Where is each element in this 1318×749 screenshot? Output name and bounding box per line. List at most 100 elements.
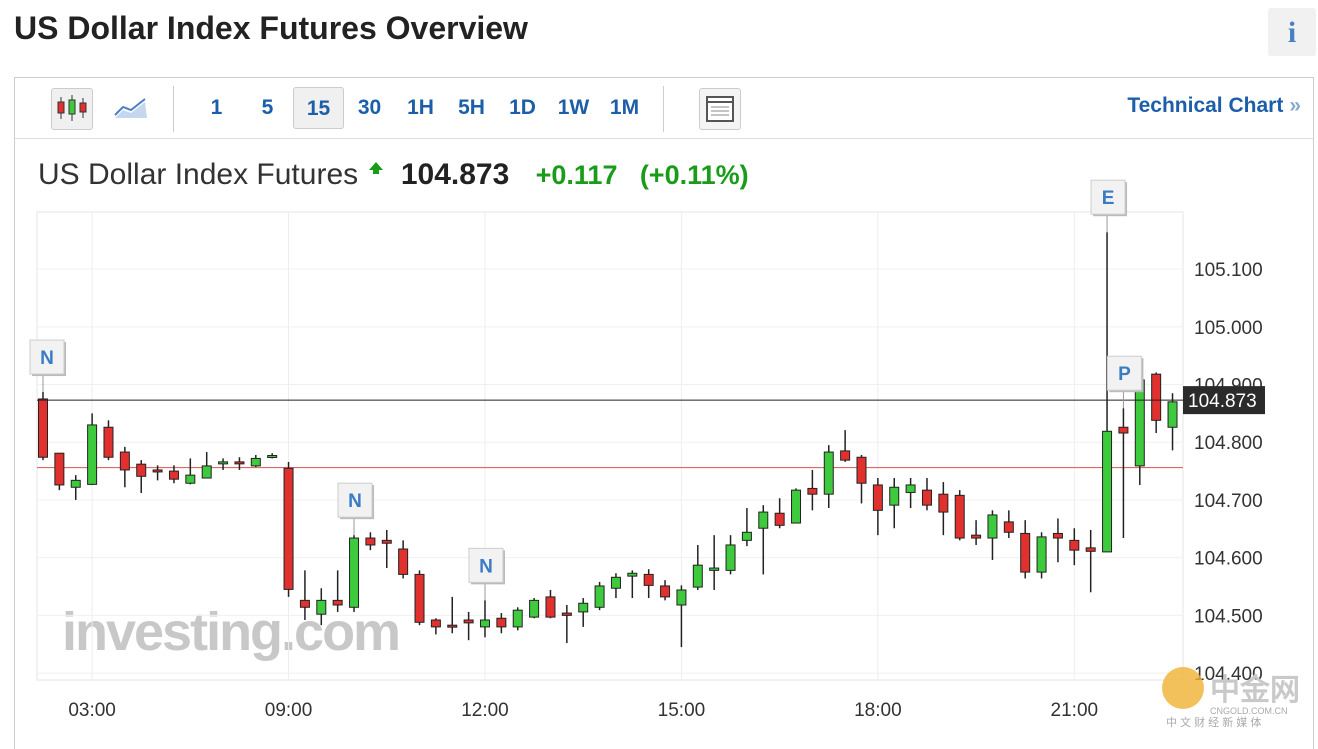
candle-body bbox=[807, 487, 818, 495]
y-tick-label: 104.400 bbox=[1194, 664, 1263, 685]
candle-body bbox=[365, 537, 376, 546]
candle-body bbox=[921, 489, 932, 506]
interval-list: 1 5 15 30 1H 5H 1D 1W 1M bbox=[191, 87, 650, 129]
x-tick-label: 03:00 bbox=[68, 700, 116, 721]
candle-body bbox=[218, 461, 229, 465]
event-flag bbox=[29, 339, 65, 375]
x-tick-label: 15:00 bbox=[658, 700, 706, 721]
interval-button[interactable]: 1M bbox=[609, 96, 640, 119]
candle-body bbox=[823, 451, 834, 495]
x-tick-label: 09:00 bbox=[265, 700, 313, 721]
candlestick-icon bbox=[57, 95, 87, 121]
candle-body bbox=[840, 450, 851, 461]
candle-body bbox=[1102, 430, 1113, 553]
interval-button[interactable]: 5H bbox=[458, 96, 485, 119]
candle-body bbox=[643, 573, 654, 586]
x-tick-label: 12:00 bbox=[461, 700, 509, 721]
event-label: N bbox=[479, 556, 493, 577]
candlestick-button[interactable] bbox=[51, 88, 93, 130]
candle-body bbox=[381, 539, 392, 544]
event-label: P bbox=[1118, 364, 1131, 385]
candle-body bbox=[119, 451, 130, 471]
candle-body bbox=[741, 531, 752, 541]
candle-body bbox=[905, 484, 916, 493]
candle-body bbox=[87, 424, 98, 485]
candle-body bbox=[791, 489, 802, 524]
toolbar: 1 5 15 30 1H 5H 1D 1W 1M Technical Chart» bbox=[14, 77, 1314, 139]
technical-chart-link[interactable]: Technical Chart» bbox=[1127, 94, 1301, 118]
candle-body bbox=[627, 572, 638, 577]
candle-body bbox=[987, 514, 998, 539]
candle-body bbox=[1020, 532, 1031, 573]
candle-body bbox=[692, 564, 703, 588]
candle-body bbox=[512, 609, 523, 628]
candle-body bbox=[414, 573, 425, 623]
y-tick-label: 104.600 bbox=[1194, 549, 1263, 570]
layout-button[interactable] bbox=[699, 88, 741, 130]
interval-button[interactable]: 30 bbox=[357, 96, 382, 119]
candle-body bbox=[299, 599, 310, 608]
candle-body bbox=[70, 479, 81, 488]
watermark: investing.com bbox=[62, 602, 399, 662]
last-price-label: 104.873 bbox=[1188, 391, 1257, 412]
candle-body bbox=[398, 548, 409, 575]
candle-body bbox=[709, 567, 720, 571]
link-arrow[interactable]: » bbox=[1289, 94, 1301, 117]
candle-body bbox=[971, 534, 982, 539]
quote-line: US Dollar Index Futures 104.873 +0.117 (… bbox=[38, 158, 749, 192]
chart-panel bbox=[14, 139, 1314, 749]
info-button[interactable]: i bbox=[1268, 8, 1316, 56]
candle-body bbox=[578, 602, 589, 613]
event-flag bbox=[337, 482, 373, 518]
candle-body bbox=[1118, 426, 1129, 434]
candle-body bbox=[168, 470, 179, 480]
separator bbox=[663, 86, 664, 132]
candle-body bbox=[774, 512, 785, 526]
last-price: 104.873 bbox=[400, 158, 510, 191]
candle-body bbox=[1167, 401, 1178, 428]
y-tick-label: 105.100 bbox=[1194, 260, 1263, 281]
x-tick-label: 18:00 bbox=[854, 700, 902, 721]
candle-body bbox=[660, 585, 671, 598]
candle-body bbox=[283, 467, 294, 590]
interval-button[interactable]: 1H bbox=[407, 96, 434, 119]
candle-body bbox=[1134, 379, 1145, 467]
candle-body bbox=[54, 452, 65, 486]
y-tick-label: 105.000 bbox=[1194, 318, 1263, 339]
event-label: N bbox=[348, 491, 362, 512]
interval-button[interactable]: 1D bbox=[509, 96, 536, 119]
page-title: US Dollar Index Futures Overview bbox=[14, 10, 528, 46]
interval-button[interactable]: 1 bbox=[210, 96, 223, 119]
last-price-tag bbox=[1183, 386, 1265, 415]
candle-body bbox=[725, 544, 736, 571]
line-icon bbox=[114, 98, 147, 118]
candle-body bbox=[594, 585, 605, 608]
candle-body bbox=[872, 484, 883, 511]
interval-button[interactable]: 5 bbox=[261, 96, 274, 119]
candle-body bbox=[1052, 532, 1063, 539]
candle-body bbox=[152, 469, 163, 473]
interval-button[interactable]: 15 bbox=[293, 87, 344, 129]
candle-body bbox=[479, 619, 490, 628]
watermark-logo bbox=[1162, 667, 1204, 709]
candle-body bbox=[938, 493, 949, 513]
plot-area bbox=[36, 211, 1184, 681]
candle-body bbox=[185, 474, 196, 484]
candle-body bbox=[529, 599, 540, 618]
up-arrow bbox=[369, 162, 384, 174]
candle-body bbox=[545, 596, 556, 618]
candle-body bbox=[136, 463, 147, 477]
link-text[interactable]: Technical Chart bbox=[1127, 94, 1284, 117]
event-flag bbox=[468, 547, 504, 583]
candle-body bbox=[1069, 539, 1080, 551]
candle-body bbox=[1036, 536, 1047, 573]
candle-body bbox=[496, 617, 507, 628]
y-tick-label: 104.500 bbox=[1194, 606, 1263, 627]
candle-body bbox=[332, 599, 343, 606]
y-tick-label: 104.700 bbox=[1194, 491, 1263, 512]
line-chart-button[interactable] bbox=[111, 88, 153, 130]
candle-body bbox=[463, 619, 474, 624]
watermark: 中 文 财 经 新 媒 体 bbox=[1166, 715, 1261, 729]
interval-button[interactable]: 1W bbox=[557, 96, 590, 119]
